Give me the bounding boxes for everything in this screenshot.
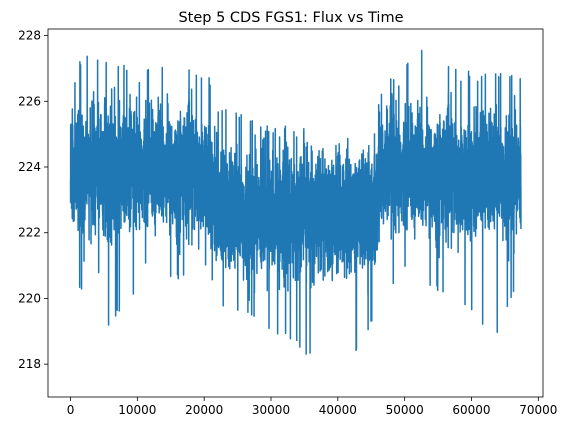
x-tick-label: 60000 [452, 403, 490, 417]
axes-frame [47, 28, 544, 398]
plot-area [69, 49, 522, 355]
chart-title: Step 5 CDS FGS1: Flux vs Time [178, 10, 403, 26]
x-tick-label: 70000 [519, 403, 557, 417]
y-axis: 218 220 222 224 226 228 [18, 29, 48, 371]
x-tick-label: 40000 [319, 403, 357, 417]
y-tick-label: 224 [18, 160, 41, 174]
x-tick-label: 0 [67, 403, 75, 417]
y-tick-label: 222 [18, 226, 41, 240]
x-tick-label: 50000 [386, 403, 424, 417]
x-tick-label: 30000 [252, 403, 290, 417]
flux-series-line [69, 49, 522, 355]
y-tick-label: 218 [18, 357, 41, 371]
x-tick-label: 20000 [185, 403, 223, 417]
x-axis: 0 10000 20000 30000 40000 50000 60000 70000 [67, 397, 557, 417]
y-tick-label: 226 [18, 94, 41, 108]
x-tick-label: 10000 [118, 403, 156, 417]
y-tick-label: 220 [18, 291, 41, 305]
y-tick-label: 228 [18, 29, 41, 43]
